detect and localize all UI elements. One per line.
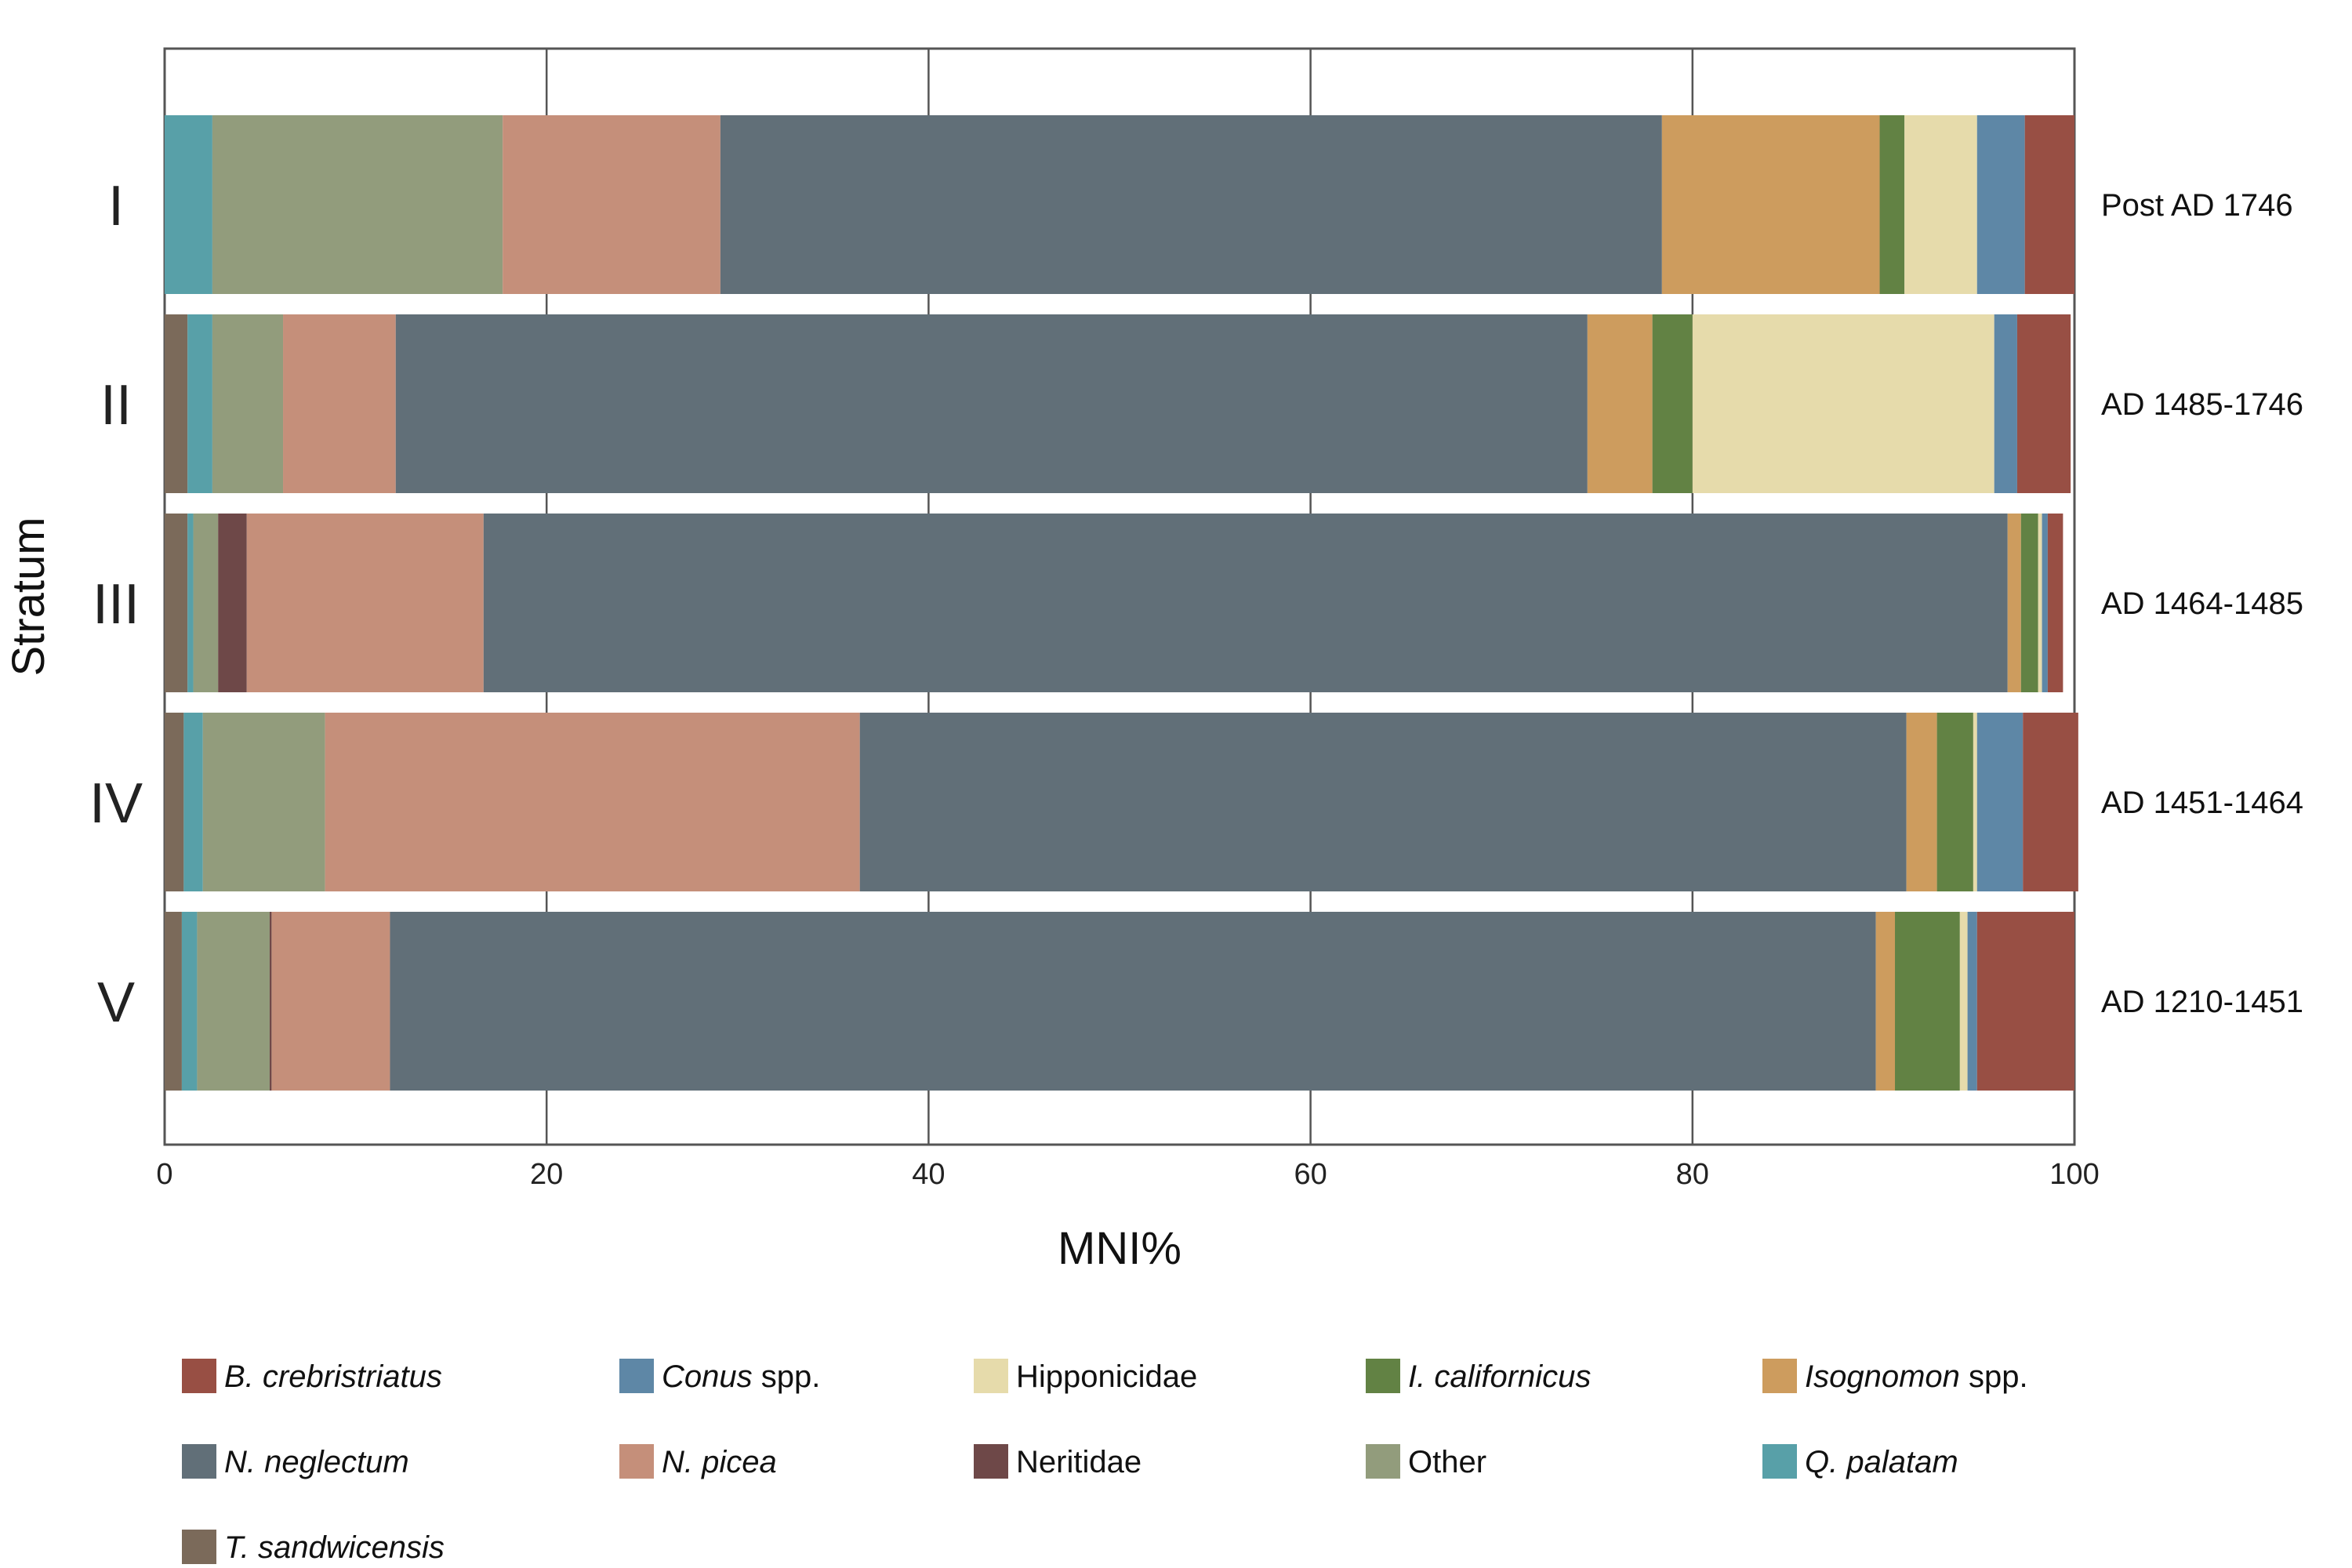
bar-segment-IV-n-picea: [325, 713, 860, 891]
x-axis-title: MNI%: [1058, 1223, 1181, 1274]
stratum-label-V: V: [97, 971, 135, 1034]
bar-segment-V-q-palatam: [181, 912, 198, 1091]
period-label-V: AD 1210-1451: [2101, 985, 2303, 1019]
period-label-I: Post AD 1746: [2101, 188, 2293, 223]
legend-label-other: Other: [1408, 1445, 1486, 1479]
period-label-II: AD 1485-1746: [2101, 387, 2303, 422]
bar-segment-IV-i-californicus: [1936, 713, 1973, 891]
bar-segment-IV-other: [202, 713, 325, 891]
bar-segment-II-conus-spp: [1994, 314, 2017, 493]
period-label-III: AD 1464-1485: [2101, 586, 2303, 621]
bar-segment-II-q-palatam: [187, 314, 212, 493]
bar-segment-II-i-californicus: [1652, 314, 1693, 493]
bar-segment-V-neritidae: [269, 912, 272, 1091]
stratum-label-III: III: [93, 573, 140, 636]
bar-segment-III-t-sandwicensis: [165, 514, 188, 692]
bar-segment-V-isognomon-spp: [1875, 912, 1896, 1091]
x-tick-label-80: 80: [1676, 1158, 1709, 1191]
legend-swatch-conus-spp: [619, 1359, 654, 1393]
stratum-label-II: II: [100, 374, 132, 437]
bar-segment-I-b-crebristriatus: [2024, 115, 2074, 294]
legend-swatch-neritidae: [974, 1444, 1008, 1479]
bar-segment-II-b-crebristriatus: [2016, 314, 2071, 493]
x-tick-label-100: 100: [2049, 1158, 2099, 1191]
bar-segment-III-q-palatam: [187, 514, 194, 692]
bar-segment-III-other: [193, 514, 219, 692]
bar-segment-II-t-sandwicensis: [165, 314, 188, 493]
bar-segment-V-i-californicus: [1895, 912, 1960, 1091]
legend-label-isognomon-spp: Isognomon spp.: [1805, 1359, 2028, 1394]
x-tick-label-40: 40: [912, 1158, 945, 1191]
bar-segment-II-isognomon-spp: [1587, 314, 1653, 493]
bar-segment-IV-isognomon-spp: [1906, 713, 1937, 891]
bar-segment-I-n-picea: [503, 115, 720, 294]
legend-label-t-sandwicensis: T. sandwicensis: [224, 1530, 445, 1565]
bar-segment-V-n-picea: [271, 912, 390, 1091]
bar-segment-II-n-picea: [283, 314, 396, 493]
legend-swatch-i-californicus: [1366, 1359, 1400, 1393]
stratum-label-IV: IV: [89, 772, 143, 835]
bar-segment-IV-conus-spp: [1976, 713, 2024, 891]
bar-segment-I-i-californicus: [1879, 115, 1905, 294]
legend-label-n-neglectum: N. neglectum: [224, 1445, 409, 1479]
bar-segment-IV-b-crebristriatus: [2023, 713, 2078, 891]
legend-swatch-b-crebristriatus: [182, 1359, 216, 1393]
bar-segment-III-neritidae: [218, 514, 247, 692]
legend-label-hipponicidae: Hipponicidae: [1016, 1359, 1197, 1394]
legend-swatch-n-picea: [619, 1444, 654, 1479]
bar-segment-II-hipponicidae: [1692, 314, 1994, 493]
bar-segment-III-conus-spp: [2042, 514, 2048, 692]
bar-segment-I-hipponicidae: [1904, 115, 1977, 294]
legend-swatch-n-neglectum: [182, 1444, 216, 1479]
legend-label-i-californicus: I. californicus: [1408, 1359, 1591, 1394]
legend-label-neritidae: Neritidae: [1016, 1445, 1142, 1479]
legend-label-conus-spp: Conus spp.: [662, 1359, 820, 1394]
bar-segment-III-b-crebristriatus: [2047, 514, 2063, 692]
bar-segment-I-isognomon-spp: [1661, 115, 1880, 294]
bar-segment-IV-q-palatam: [183, 713, 203, 891]
legend-label-n-picea: N. picea: [662, 1445, 777, 1479]
bar-segment-V-t-sandwicensis: [165, 912, 182, 1091]
bar-segment-III-isognomon-spp: [2007, 514, 2021, 692]
bar-segment-II-n-neglectum: [395, 314, 1588, 493]
period-label-IV: AD 1451-1464: [2101, 786, 2303, 820]
legend-swatch-t-sandwicensis: [182, 1530, 216, 1564]
bar-segment-IV-hipponicidae: [1973, 713, 1977, 891]
legend-label-q-palatam: Q. palatam: [1805, 1445, 1958, 1479]
bar-segment-II-other: [212, 314, 284, 493]
x-tick-label-0: 0: [156, 1158, 172, 1191]
legend-swatch-q-palatam: [1762, 1444, 1797, 1479]
stratum-label-I: I: [108, 175, 124, 238]
x-tick-label-20: 20: [530, 1158, 563, 1191]
bar-segment-III-hipponicidae: [2038, 514, 2042, 692]
legend-swatch-other: [1366, 1444, 1400, 1479]
x-tick-label-60: 60: [1294, 1158, 1327, 1191]
bar-segment-I-n-neglectum: [720, 115, 1662, 294]
bar-segment-III-n-picea: [246, 514, 484, 692]
bar-segment-III-n-neglectum: [483, 514, 2008, 692]
bar-segment-IV-n-neglectum: [859, 713, 1907, 891]
bar-segment-V-b-crebristriatus: [1976, 912, 2074, 1091]
bar-segment-I-conus-spp: [1976, 115, 2025, 294]
bar-segment-V-other: [197, 912, 270, 1091]
bar-segment-IV-t-sandwicensis: [165, 713, 184, 891]
bar-segment-III-i-californicus: [2020, 514, 2038, 692]
y-axis-title: Stratum: [3, 517, 54, 676]
legend-swatch-isognomon-spp: [1762, 1359, 1797, 1393]
legend-label-b-crebristriatus: B. crebristriatus: [224, 1359, 442, 1394]
bar-segment-V-hipponicidae: [1959, 912, 1968, 1091]
bar-segment-V-conus-spp: [1967, 912, 1977, 1091]
bar-segment-I-other: [212, 115, 503, 294]
legend-swatch-hipponicidae: [974, 1359, 1008, 1393]
bar-segment-I-q-palatam: [165, 115, 212, 294]
bar-segment-V-n-neglectum: [390, 912, 1876, 1091]
